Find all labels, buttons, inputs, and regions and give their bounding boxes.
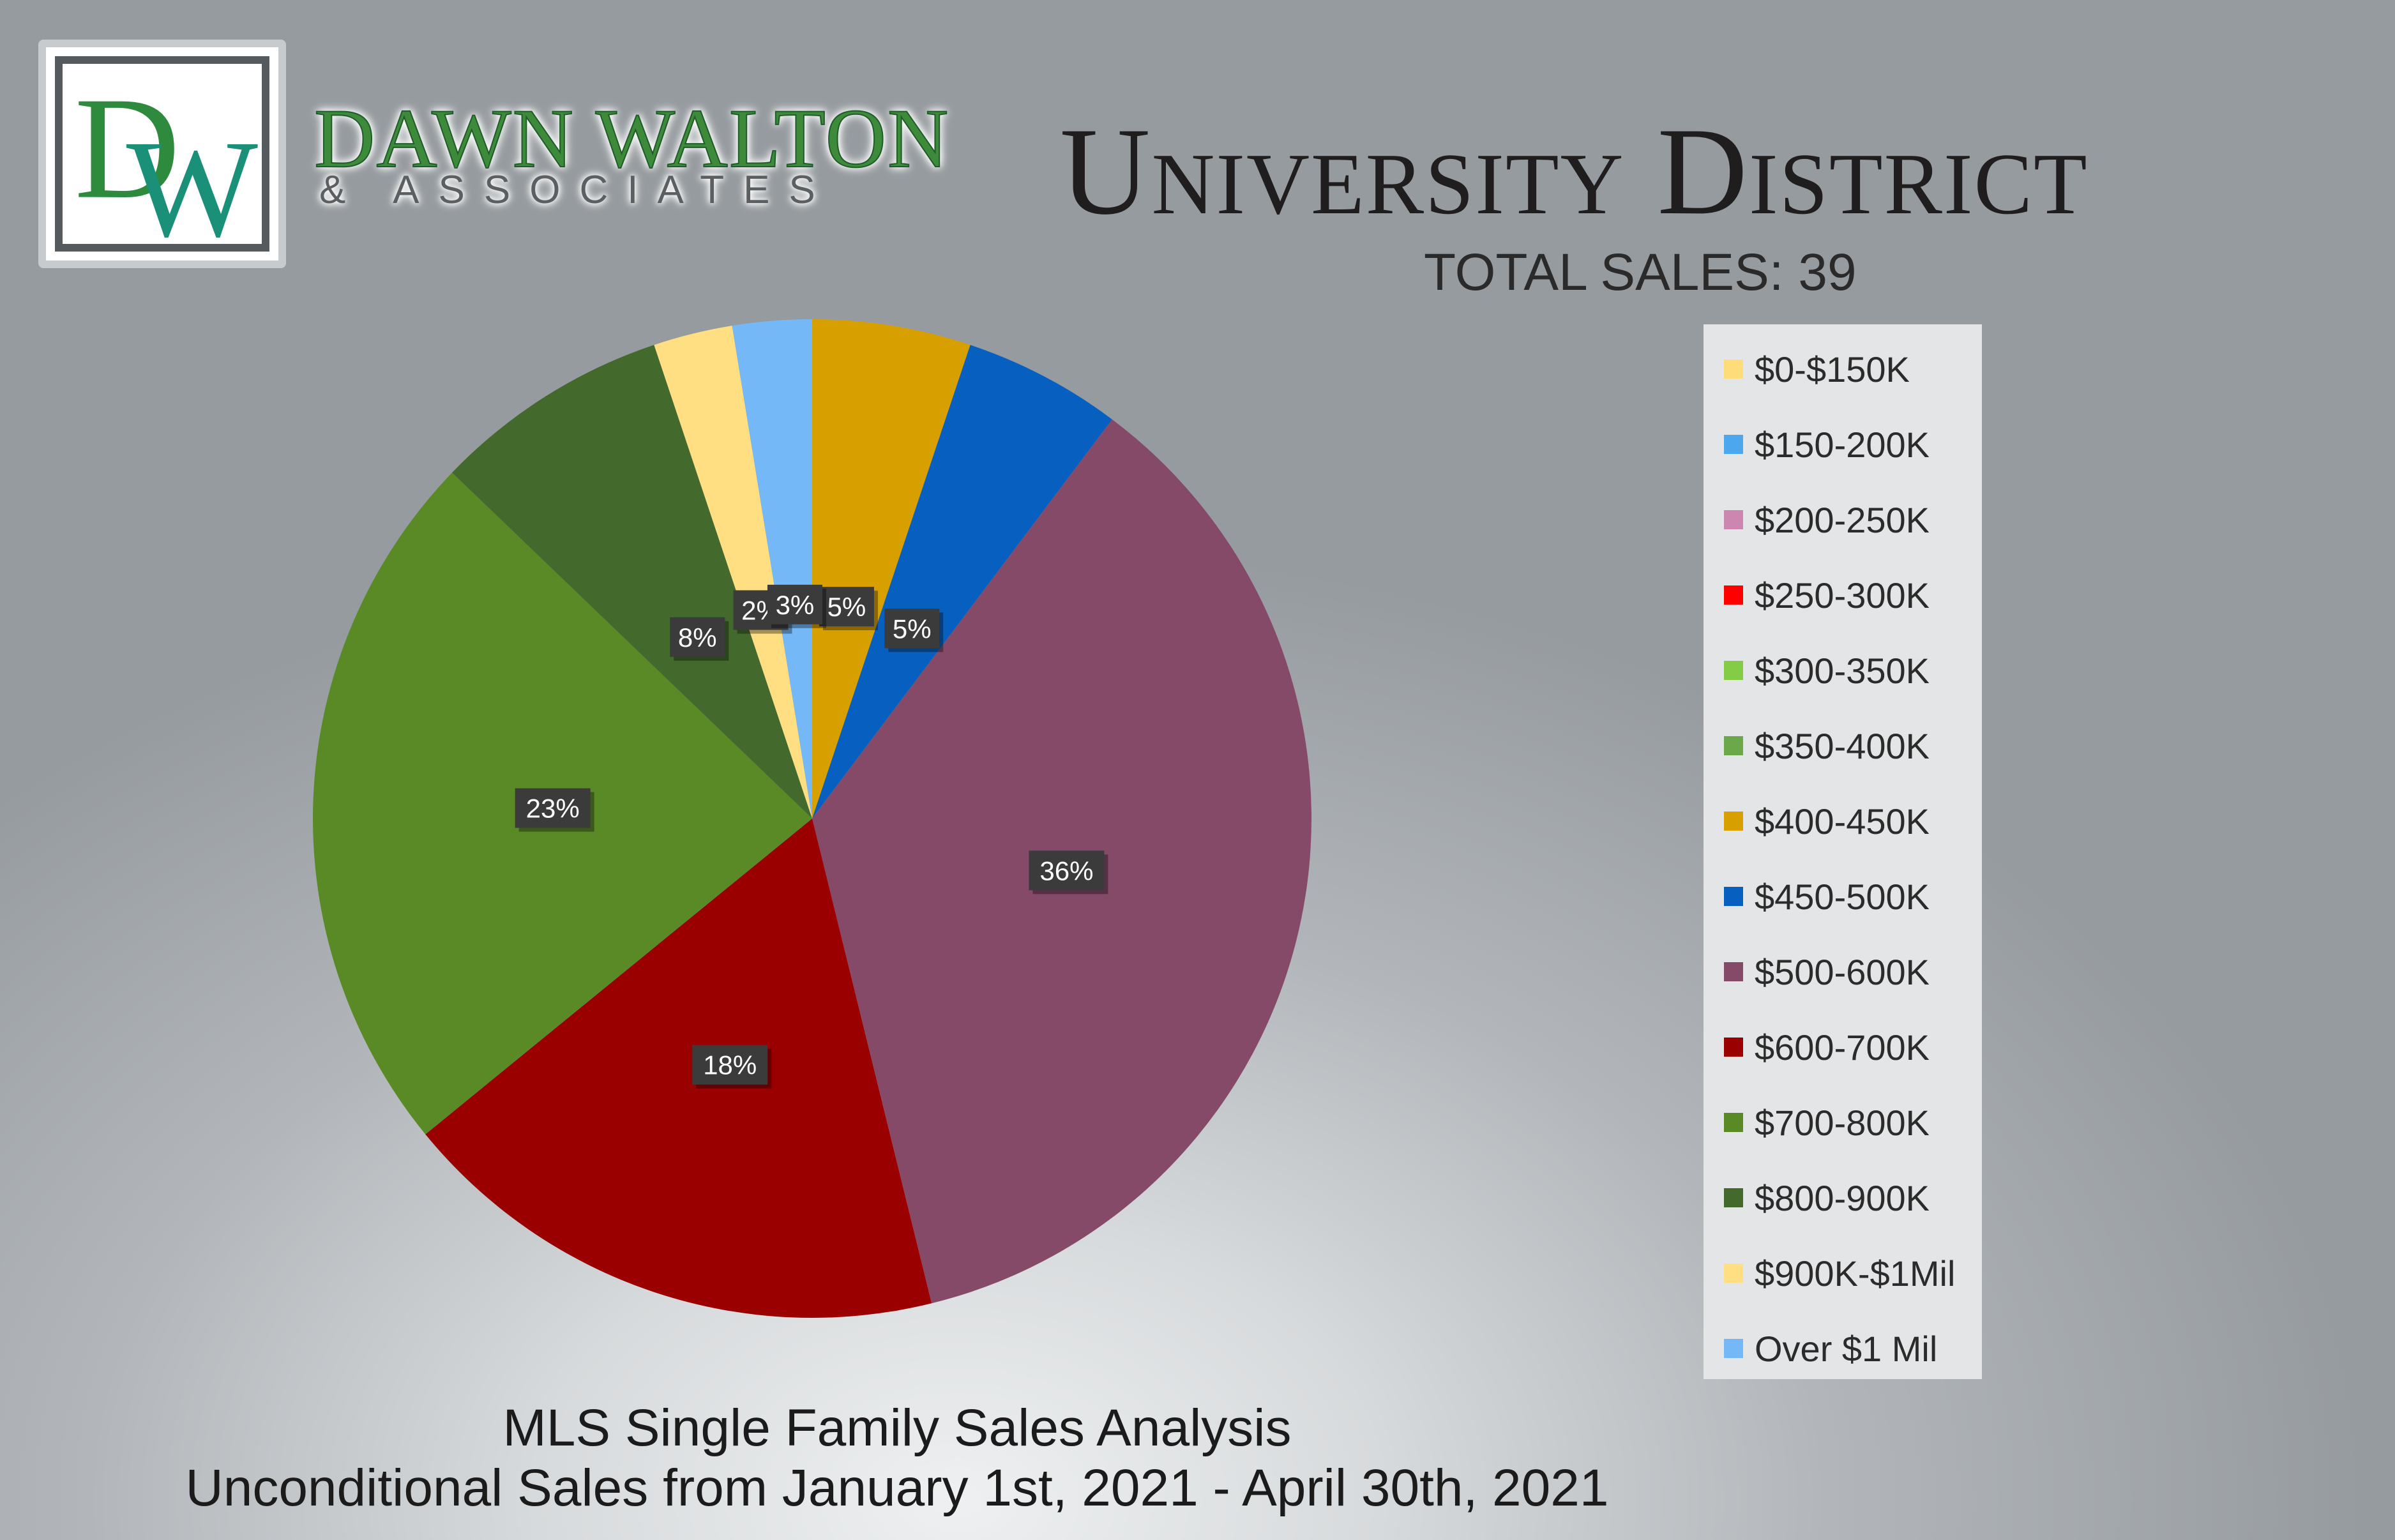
legend-swatch xyxy=(1724,962,1743,981)
legend-item: $600-700K xyxy=(1724,1027,1930,1068)
legend-label: $900K-$1Mil xyxy=(1755,1253,1956,1294)
data-label: 8% xyxy=(670,617,729,661)
legend-swatch xyxy=(1724,1038,1743,1057)
legend-item: $700-800K xyxy=(1724,1102,1930,1143)
data-label: 18% xyxy=(692,1045,772,1089)
svg-text:3%: 3% xyxy=(776,590,815,620)
pie-chart: 5%5%36%18%23%8%2%3% xyxy=(313,319,1311,1318)
legend-label: $150-200K xyxy=(1755,424,1930,465)
data-label: 23% xyxy=(515,788,594,832)
legend-item: $200-250K xyxy=(1724,499,1930,540)
legend-label: $600-700K xyxy=(1755,1027,1930,1068)
total-sales: TOTAL SALES: 39 xyxy=(1424,243,1857,303)
legend-label: $350-400K xyxy=(1755,725,1930,766)
legend-label: $450-500K xyxy=(1755,876,1930,917)
page-title: University District xyxy=(1060,102,2089,241)
legend-item: $500-600K xyxy=(1724,951,1930,992)
legend-item: $800-900K xyxy=(1724,1177,1930,1218)
legend-swatch xyxy=(1724,812,1743,831)
legend-swatch xyxy=(1724,435,1743,454)
total-sales-label: TOTAL SALES: xyxy=(1424,243,1784,301)
legend-label: $700-800K xyxy=(1755,1102,1930,1143)
legend-swatch xyxy=(1724,1188,1743,1207)
legend-item: $900K-$1Mil xyxy=(1724,1253,1956,1294)
dw-monogram-icon: D W xyxy=(75,68,258,244)
legend-label: $300-350K xyxy=(1755,650,1930,691)
legend-label: $200-250K xyxy=(1755,499,1930,540)
legend-label: $800-900K xyxy=(1755,1177,1930,1218)
company-logo: D W xyxy=(38,40,286,268)
legend-item: $400-450K xyxy=(1724,801,1930,842)
pie-slice xyxy=(452,345,812,819)
svg-text:36%: 36% xyxy=(1039,856,1093,886)
svg-text:5%: 5% xyxy=(827,592,866,622)
legend-item: $0-$150K xyxy=(1724,349,1910,389)
legend-label: $500-600K xyxy=(1755,951,1930,992)
legend-item: $250-300K xyxy=(1724,575,1930,615)
chart-legend: $0-$150K $150-200K $200-250K $250-300K $300-… xyxy=(1704,324,1982,1379)
pie-slice xyxy=(654,326,812,819)
legend-item: $150-200K xyxy=(1724,424,1930,465)
brand-subtitle: & ASSOCIATES xyxy=(319,168,835,212)
svg-text:8%: 8% xyxy=(678,623,717,653)
legend-label: $0-$150K xyxy=(1755,349,1910,389)
legend-swatch xyxy=(1724,1339,1743,1358)
data-label: 5% xyxy=(819,587,878,631)
legend-label: $250-300K xyxy=(1755,575,1930,615)
total-sales-value: 39 xyxy=(1798,243,1857,301)
legend-item: $450-500K xyxy=(1724,876,1930,917)
data-label: 3% xyxy=(767,584,826,628)
footer-heading: MLS Single Family Sales Analysis xyxy=(502,1399,1292,1457)
brand-name: DAWN WALTON xyxy=(314,91,950,186)
legend-item: Over $1 Mil xyxy=(1724,1328,1938,1369)
legend-swatch xyxy=(1724,359,1743,379)
legend-swatch xyxy=(1724,510,1743,529)
legend-swatch xyxy=(1724,1264,1743,1283)
legend-item: $350-400K xyxy=(1724,725,1930,766)
data-label: 5% xyxy=(884,608,944,653)
pie-slice xyxy=(812,319,971,819)
legend-swatch xyxy=(1724,1113,1743,1132)
footer-date-range: Unconditional Sales from January 1st, 20… xyxy=(185,1459,1609,1517)
svg-text:W: W xyxy=(126,112,258,244)
legend-swatch xyxy=(1724,661,1743,680)
legend-swatch xyxy=(1724,585,1743,605)
pie-slice xyxy=(812,345,1112,819)
pie-slice xyxy=(425,819,932,1318)
pie-slice xyxy=(732,319,812,819)
data-label: 36% xyxy=(1029,850,1108,895)
svg-text:18%: 18% xyxy=(703,1050,757,1080)
legend-label: Over $1 Mil xyxy=(1755,1328,1938,1369)
svg-text:D: D xyxy=(75,68,180,229)
legend-swatch xyxy=(1724,887,1743,906)
legend-item: $300-350K xyxy=(1724,650,1930,691)
svg-text:23%: 23% xyxy=(526,794,580,824)
svg-text:5%: 5% xyxy=(893,614,932,644)
legend-swatch xyxy=(1724,736,1743,755)
legend-label: $400-450K xyxy=(1755,801,1930,842)
